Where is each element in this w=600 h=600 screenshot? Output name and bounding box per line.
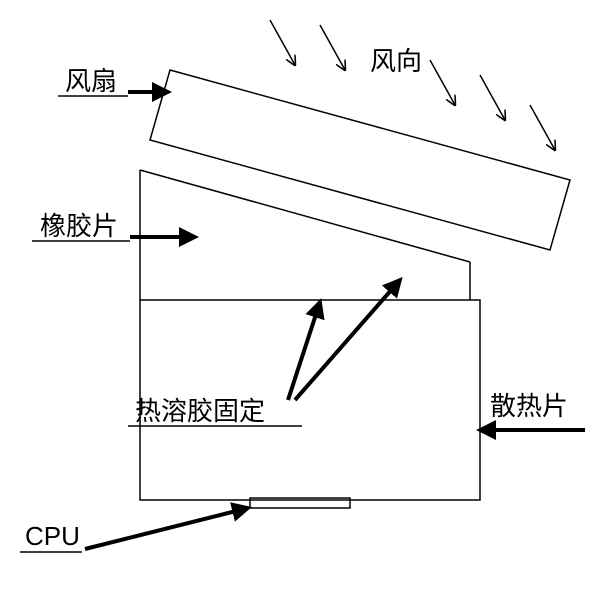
hotmelt-leader-arrow-b	[295, 280, 400, 400]
fan-label: 风扇	[65, 66, 117, 96]
wind-arrow-1	[320, 25, 345, 70]
diagram-canvas: 风向 风扇 橡胶片 热溶胶固定 散热片 CPU	[0, 0, 600, 600]
cpu-label: CPU	[25, 521, 80, 551]
wind-arrow-0	[270, 20, 295, 65]
wind-arrow-4	[530, 105, 555, 150]
wind-arrow-3	[480, 75, 505, 120]
hotmelt-leader-arrow-a	[288, 302, 320, 400]
fan-shape	[150, 70, 570, 250]
wind-arrow-2	[430, 60, 455, 105]
hotmelt-label: 热溶胶固定	[135, 396, 265, 426]
cpu-leader-arrow	[85, 508, 248, 549]
heatsink-label: 散热片	[490, 391, 568, 421]
rubber-label: 橡胶片	[40, 211, 118, 241]
rubber-top-edge	[140, 170, 470, 262]
wind-arrows	[270, 20, 555, 150]
wind-direction-label: 风向	[370, 46, 422, 76]
